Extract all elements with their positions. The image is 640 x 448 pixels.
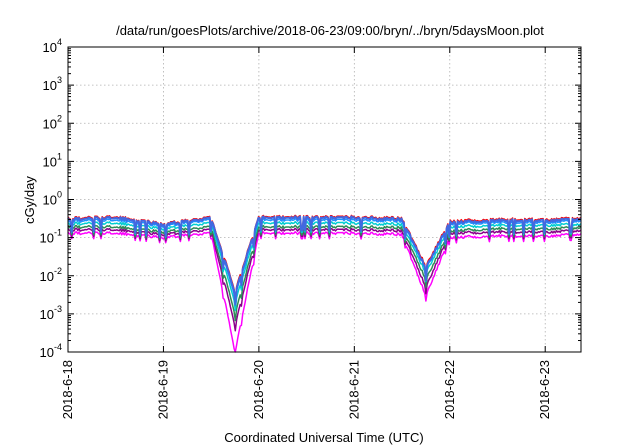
y-tick-labels: 10-4 10-3 10-2 10-1 100 101 102 103 104	[40, 37, 62, 360]
y-tick-label: 100	[43, 190, 62, 208]
y-tick-label: 104	[43, 37, 62, 55]
y-tick-label: 10-4	[40, 342, 62, 360]
x-tick-label: 2018-6-21	[346, 360, 361, 419]
y-tick-label: 101	[43, 151, 62, 169]
series-line	[67, 220, 582, 312]
x-axis-label: Coordinated Universal Time (UTC)	[224, 430, 423, 445]
x-tick-label: 2018-6-20	[251, 360, 266, 419]
x-tick-label: 2018-6-18	[60, 360, 75, 419]
series-line	[67, 231, 582, 353]
x-tick-label: 2018-6-19	[155, 360, 170, 419]
x-tick-label: 2018-6-22	[442, 360, 457, 419]
y-tick-label: 10-3	[40, 304, 62, 322]
series-line	[67, 224, 582, 322]
y-axis-label: cGy/day	[22, 176, 37, 224]
x-tick-labels: 2018-6-18 2018-6-19 2018-6-20 2018-6-21 2018…	[60, 360, 552, 419]
chart-title: /data/run/goesPlots/archive/2018-06-23/0…	[116, 23, 544, 38]
grid	[67, 46, 581, 353]
x-tick-label: 2018-6-23	[537, 360, 552, 419]
series-line	[67, 215, 582, 306]
y-tick-label: 103	[43, 75, 62, 93]
y-tick-label: 10-1	[40, 228, 62, 246]
series-layer	[67, 214, 582, 353]
y-tick-label: 102	[43, 113, 62, 131]
series-line	[67, 227, 582, 332]
y-tick-label: 10-2	[40, 266, 62, 284]
axis-ticks	[67, 46, 581, 353]
